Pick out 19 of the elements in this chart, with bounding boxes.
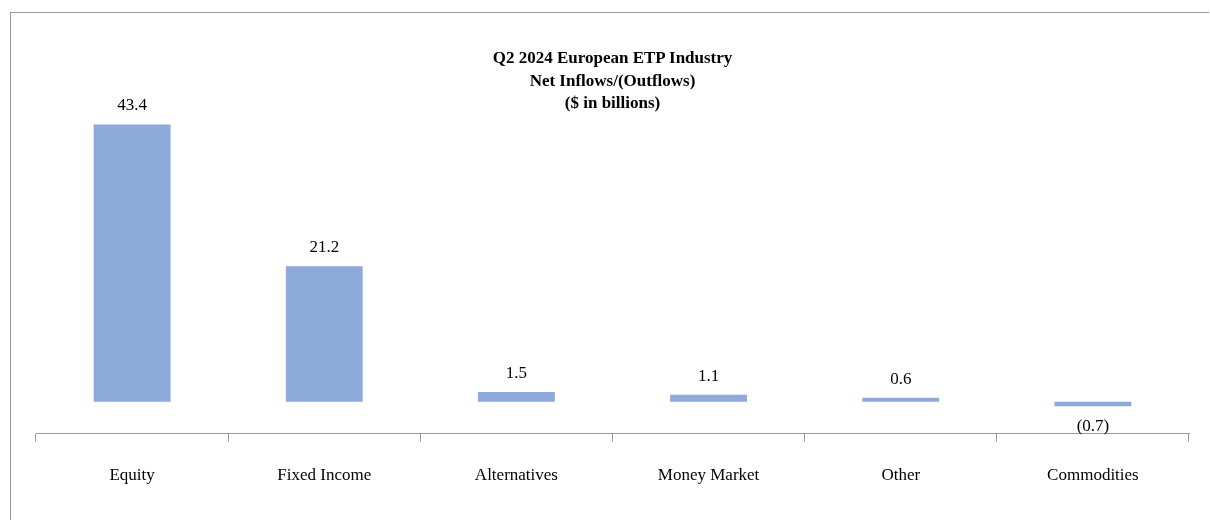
x-tick-label: Equity	[109, 465, 156, 485]
chart-title: Q2 2024 European ETP Industry Net Inflows/(Outflows) ($ in billions)	[492, 48, 733, 112]
x-tick-label: Other	[881, 465, 921, 485]
bar	[1054, 401, 1132, 407]
data-label: 0.6	[890, 368, 912, 388]
data-label: 1.1	[697, 365, 720, 385]
x-tick-label: Money Market	[657, 465, 760, 485]
data-label: 43.4	[117, 95, 148, 115]
bar	[285, 266, 363, 402]
bar	[93, 124, 171, 402]
bar	[670, 394, 748, 402]
data-label: 21.2	[309, 237, 340, 257]
bar	[862, 397, 940, 402]
x-tick-label: Commodities	[1047, 465, 1139, 485]
x-tick-label: Fixed Income	[277, 465, 372, 485]
data-label: (0.7)	[1076, 416, 1110, 436]
data-label: 1.5	[505, 363, 528, 383]
bar	[477, 392, 555, 402]
x-tick-label: Alternatives	[474, 465, 558, 485]
